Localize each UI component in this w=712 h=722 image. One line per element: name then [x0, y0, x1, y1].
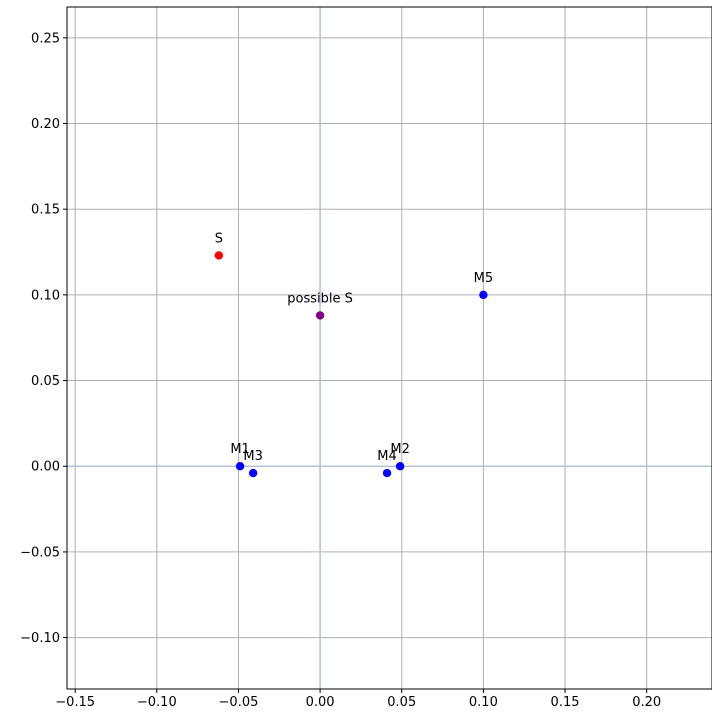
point-label-m1: M1 [230, 442, 250, 457]
y-tick-label: 0.20 [31, 117, 60, 132]
point-m3 [248, 468, 258, 478]
x-tick-label: 0.10 [469, 695, 498, 710]
y-tick-label: −0.10 [20, 631, 60, 646]
grid-lines [67, 7, 712, 689]
point-label-s: S [215, 231, 223, 246]
x-tick-label: 0.15 [551, 695, 580, 710]
x-tick-label: 0.20 [632, 695, 661, 710]
y-tick-label: −0.05 [20, 545, 60, 560]
x-tick-label: 0.05 [387, 695, 416, 710]
point-label-m5: M5 [474, 271, 494, 286]
x-tick-label: −0.05 [219, 695, 259, 710]
x-tick-label: 0.00 [306, 695, 335, 710]
point-m4 [382, 468, 392, 478]
y-tick-label: 0.05 [31, 374, 60, 389]
plot-frame [66, 6, 712, 690]
y-tick-label: 0.10 [31, 288, 60, 303]
data-points [214, 251, 488, 478]
y-tick-label: 0.25 [31, 31, 60, 46]
point-m2 [395, 462, 405, 471]
point-s [214, 251, 224, 260]
x-axis-ticks: −0.15 −0.10 −0.05 0.00 0.05 0.10 0.15 0.20 [55, 689, 661, 710]
point-m1 [235, 462, 245, 471]
y-tick-label: 0.15 [31, 203, 60, 218]
x-tick-label: −0.15 [55, 695, 95, 710]
zero-axis-lines [67, 7, 712, 689]
x-tick-label: −0.10 [137, 695, 177, 710]
point-label-possible-s: possible S [287, 291, 353, 306]
y-tick-label: 0.00 [31, 460, 60, 475]
point-label-m2: M2 [390, 442, 410, 457]
point-possible-s [315, 311, 325, 320]
point-label-m4: M4 [377, 449, 397, 464]
y-axis-ticks: 0.25 0.20 0.15 0.10 0.05 0.00 −0.05 −0.10 [20, 31, 67, 646]
point-m5 [479, 290, 488, 300]
point-label-m3: M3 [243, 449, 263, 464]
